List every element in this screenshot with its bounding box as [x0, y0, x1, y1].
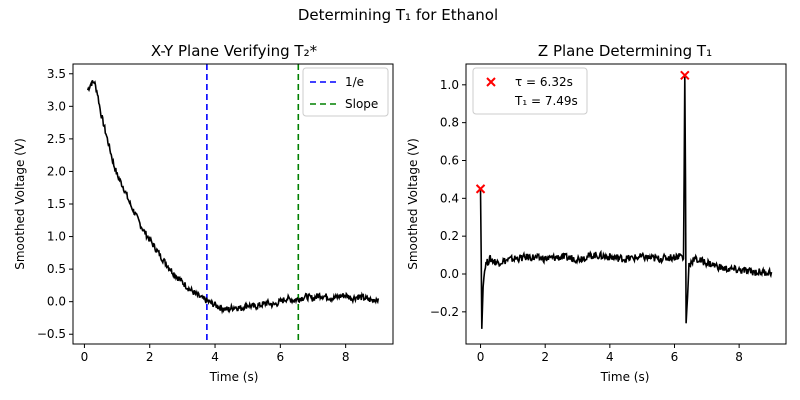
xy-plane-xtick-label: 8 — [342, 350, 350, 364]
z-plane-ytick-label: 0.6 — [440, 153, 459, 167]
xy-plane-legend-label: 1/e — [345, 75, 364, 89]
z-plane-legend-swatch — [486, 77, 496, 87]
z-plane-legend-label: T₁ = 7.49s — [514, 94, 578, 108]
z-plane-ytick-label: 0.0 — [440, 267, 459, 281]
xy-plane-ytick-label: 0.0 — [47, 295, 66, 309]
z-plane-ytick-label: 0.8 — [440, 116, 459, 130]
z-plane-ytick-label: −0.2 — [430, 305, 459, 319]
xy-plane-panel: X-Y Plane Verifying T₂* Time (s) Smoothe… — [13, 42, 394, 384]
xy-plane-xtick-label: 6 — [277, 350, 285, 364]
z-plane-xtick-label: 8 — [735, 350, 743, 364]
xy-plane-xlabel: Time (s) — [209, 370, 259, 384]
xy-plane-title: X-Y Plane Verifying T₂* — [151, 42, 318, 60]
figure-title: Determining T₁ for Ethanol — [298, 6, 498, 24]
z-plane-marker-x — [680, 70, 690, 81]
z-plane-ytick-label: 1.0 — [440, 78, 459, 92]
xy-plane-ytick-label: 1.0 — [47, 230, 66, 244]
z-plane-ylabel: Smoothed Voltage (V) — [406, 138, 420, 270]
xy-plane-axes-frame — [72, 63, 394, 345]
z-plane-ytick-label: 0.4 — [440, 191, 459, 205]
z-plane-legend-label: τ = 6.32s — [515, 75, 573, 89]
z-plane-legend: τ = 6.32s T₁ = 7.49s — [472, 67, 588, 115]
xy-plane-ylabel: Smoothed Voltage (V) — [13, 138, 27, 270]
xy-plane-ytick-label: 2.5 — [47, 132, 66, 146]
xy-plane-ytick-label: 0.5 — [47, 262, 66, 276]
xy-plane-legend-label: Slope — [345, 97, 378, 111]
xy-plane-ytick-label: 3.5 — [47, 67, 66, 81]
xy-plane-legend: 1/e Slope — [302, 67, 389, 117]
xy-plane-xtick-label: 2 — [146, 350, 154, 364]
xy-plane-xtick-label: 4 — [211, 350, 219, 364]
xy-plane-ytick-label: −0.5 — [37, 327, 66, 341]
z-plane-axes-frame — [465, 63, 787, 345]
z-plane-xtick-label: 2 — [541, 350, 549, 364]
z-plane-series-line — [479, 75, 773, 329]
xy-plane-ytick-label: 1.5 — [47, 197, 66, 211]
z-plane-title: Z Plane Determining T₁ — [538, 42, 712, 60]
z-plane-legend-box — [472, 67, 588, 115]
z-plane-xtick-label: 0 — [477, 350, 485, 364]
z-plane-ytick-label: 0.2 — [440, 229, 459, 243]
xy-plane-ytick-label: 2.0 — [47, 164, 66, 178]
z-plane-xtick-label: 6 — [671, 350, 679, 364]
z-plane-marker-x — [475, 184, 486, 194]
z-plane-panel: Z Plane Determining T₁ Time (s) Smoothed… — [406, 42, 787, 384]
z-plane-xlabel: Time (s) — [600, 370, 650, 384]
z-plane-xtick-label: 4 — [606, 350, 614, 364]
xy-plane-xtick-label: 0 — [81, 350, 89, 364]
xy-plane-series-line — [86, 80, 380, 315]
xy-plane-ytick-label: 3.0 — [47, 99, 66, 113]
